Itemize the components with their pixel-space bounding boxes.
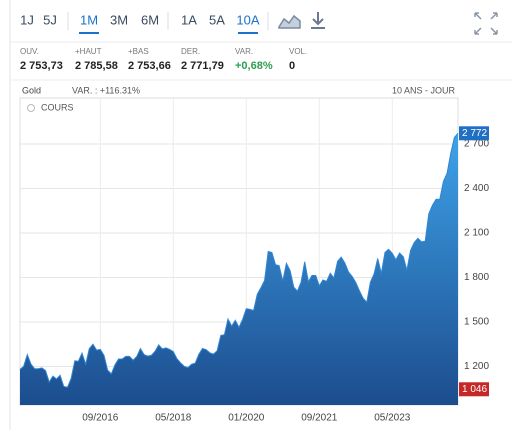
stat-label: DER. bbox=[181, 47, 200, 56]
stat-label: VOL. bbox=[289, 47, 307, 56]
variation-note: VAR. : +116.31% bbox=[72, 85, 140, 95]
area bbox=[20, 133, 458, 406]
period-button[interactable]: 3M bbox=[110, 12, 128, 27]
x-tick-label: 05/2018 bbox=[155, 413, 192, 424]
period-button[interactable]: 1M bbox=[80, 12, 98, 27]
chart-title: Gold bbox=[22, 85, 41, 95]
y-tick-label: 1 500 bbox=[464, 317, 489, 328]
download-glyph[interactable] bbox=[311, 12, 325, 29]
y-tick-label: 2 700 bbox=[464, 139, 489, 150]
y-tick-label: 2 400 bbox=[464, 183, 489, 194]
period-button[interactable]: 1A bbox=[181, 12, 197, 27]
period-button[interactable]: 1J bbox=[20, 12, 34, 27]
period-button[interactable]: 10A bbox=[236, 12, 259, 27]
price-badge bbox=[459, 382, 489, 397]
stat-label: OUV. bbox=[20, 47, 39, 56]
x-tick-label: 09/2021 bbox=[301, 413, 338, 424]
stat-value: 2 753,73 bbox=[20, 60, 63, 72]
download-icon[interactable] bbox=[311, 12, 325, 29]
y-tick-label: 1 200 bbox=[464, 361, 489, 372]
range-note: 10 ANS - JOUR bbox=[392, 85, 456, 95]
stat-value: +0,68% bbox=[235, 60, 273, 72]
period-button[interactable]: 5A bbox=[209, 12, 225, 27]
stat-value: 2 753,66 bbox=[128, 60, 171, 72]
stat-label: +BAS bbox=[128, 47, 149, 56]
y-tick-label: 1 800 bbox=[464, 272, 489, 283]
x-tick-label: 01/2020 bbox=[228, 413, 265, 424]
price-badge bbox=[459, 126, 489, 141]
x-tick-label: 05/2023 bbox=[374, 413, 411, 424]
stat-label: VAR. bbox=[235, 47, 253, 56]
fullscreen-icon[interactable] bbox=[474, 12, 498, 35]
stat-value: 0 bbox=[289, 60, 295, 72]
y-tick-label: 2 100 bbox=[464, 228, 489, 239]
period-button[interactable]: 5J bbox=[43, 12, 57, 27]
legend-icon[interactable] bbox=[27, 104, 35, 112]
fullscreen-glyph[interactable] bbox=[474, 12, 498, 35]
stat-label: +HAUT bbox=[75, 47, 102, 56]
price-badge-label: 2 772 bbox=[462, 128, 487, 139]
area-icon[interactable] bbox=[278, 14, 301, 29]
x-tick-label: 09/2016 bbox=[82, 413, 119, 424]
price-badge-label: 1 046 bbox=[462, 384, 487, 395]
period-button[interactable]: 6M bbox=[141, 12, 159, 27]
chart-type-icon[interactable] bbox=[278, 14, 301, 29]
stat-value: 2 785,58 bbox=[75, 60, 118, 72]
legend-label[interactable]: COURS bbox=[41, 102, 74, 112]
line bbox=[19, 132, 459, 388]
stat-value: 2 771,79 bbox=[181, 60, 224, 72]
